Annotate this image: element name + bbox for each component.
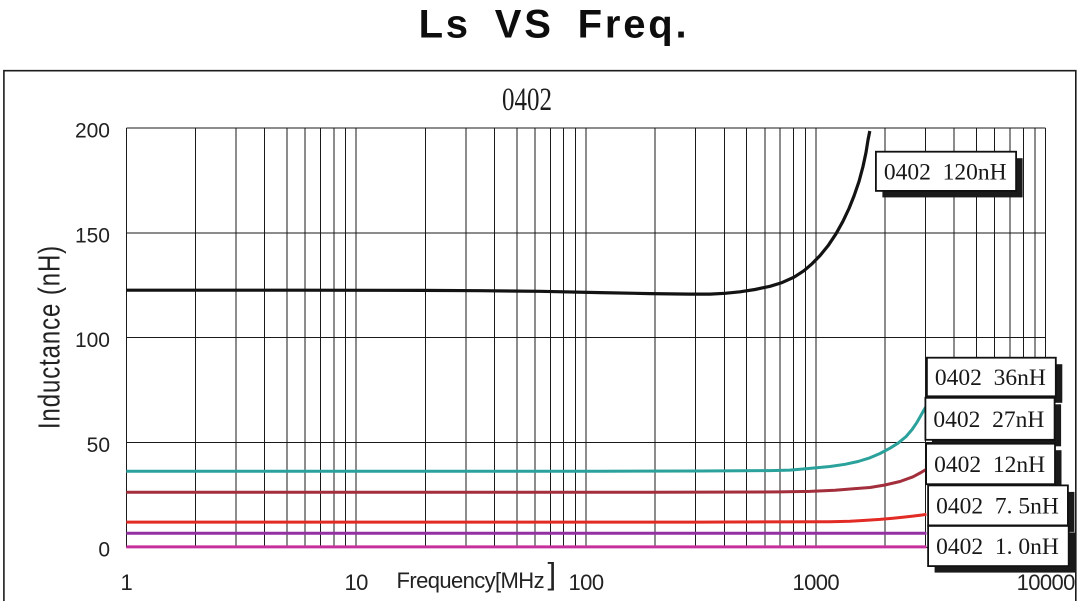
svg-text:0402 27nH: 0402 27nH: [933, 407, 1044, 433]
svg-text:0402 7. 5nH: 0402 7. 5nH: [936, 493, 1059, 519]
svg-text:100: 100: [569, 570, 604, 595]
svg-text:10000: 10000: [1017, 570, 1076, 595]
svg-text:1: 1: [120, 570, 132, 595]
svg-text:Inductance (nH): Inductance (nH): [32, 245, 67, 429]
svg-text:]: ]: [548, 556, 556, 591]
svg-text:100: 100: [75, 329, 110, 352]
svg-text:10: 10: [344, 570, 368, 595]
svg-text:200: 200: [75, 120, 110, 143]
svg-text:0402 36nH: 0402 36nH: [935, 365, 1046, 391]
svg-text:0402 1. 0nH: 0402 1. 0nH: [936, 534, 1059, 560]
svg-text:0402 120nH: 0402 120nH: [884, 159, 1007, 185]
svg-text:0402 12nH: 0402 12nH: [934, 452, 1045, 478]
svg-text:50: 50: [87, 434, 110, 457]
svg-text:Frequency[MHz: Frequency[MHz: [397, 568, 544, 593]
svg-text:1000: 1000: [793, 570, 840, 595]
svg-text:0402: 0402: [502, 82, 552, 118]
svg-text:0: 0: [98, 539, 110, 562]
svg-text:150: 150: [75, 224, 110, 247]
svg-text:Ls VS Freq.: Ls VS Freq.: [419, 3, 690, 47]
